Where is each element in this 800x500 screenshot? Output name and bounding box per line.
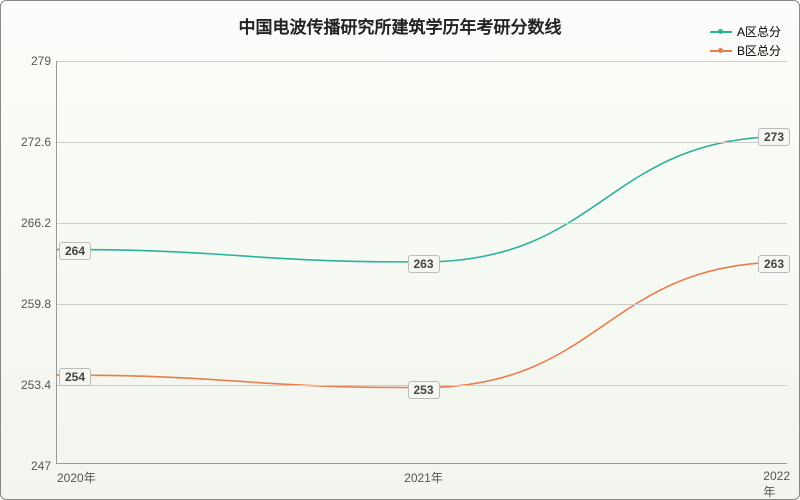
legend-item-b: B区总分 <box>710 42 781 59</box>
legend-label-b: B区总分 <box>737 42 781 59</box>
data-label: 253 <box>407 381 439 399</box>
y-tick-label: 266.2 <box>21 216 51 230</box>
series-line <box>57 136 787 262</box>
y-tick-label: 259.8 <box>21 297 51 311</box>
data-label: 273 <box>758 128 790 146</box>
y-tick-label: 272.6 <box>21 135 51 149</box>
data-label: 263 <box>407 255 439 273</box>
legend-label-a: A区总分 <box>737 23 781 40</box>
data-label: 264 <box>59 242 91 260</box>
gridline <box>57 61 787 62</box>
chart-container: 中国电波传播研究所建筑学历年考研分数线 A区总分 B区总分 247253.425… <box>0 0 800 500</box>
y-tick-label: 247 <box>31 459 51 473</box>
legend: A区总分 B区总分 <box>710 23 781 61</box>
x-tick-label: 2020年 <box>57 469 96 486</box>
chart-title: 中国电波传播研究所建筑学历年考研分数线 <box>1 13 799 38</box>
plot-area: 247253.4259.8266.2272.62792020年2021年2022… <box>56 61 787 464</box>
legend-swatch-b <box>710 50 732 52</box>
x-tick-label: 2022年 <box>763 469 790 500</box>
x-tick-label: 2021年 <box>404 469 443 486</box>
y-tick-label: 279 <box>31 54 51 68</box>
legend-item-a: A区总分 <box>710 23 781 40</box>
gridline <box>57 223 787 224</box>
gridline <box>57 142 787 143</box>
data-label: 254 <box>59 368 91 386</box>
legend-swatch-a <box>710 31 732 33</box>
data-label: 263 <box>758 255 790 273</box>
y-tick-label: 253.4 <box>21 378 51 392</box>
gridline <box>57 304 787 305</box>
series-line <box>57 262 787 388</box>
